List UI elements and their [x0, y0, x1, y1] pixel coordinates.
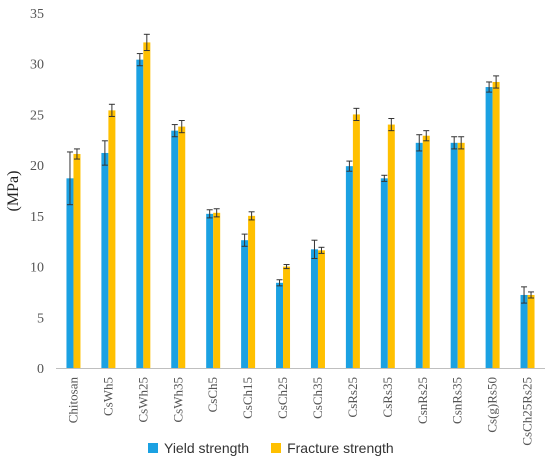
legend-swatch-fracture-strength	[271, 443, 282, 453]
bar-fracture-chitosan	[73, 153, 81, 368]
x-tick-label: Cs(g)Rs50	[485, 377, 500, 433]
bars	[66, 42, 535, 369]
y-tick-label: 20	[30, 159, 44, 174]
bar-fracture-cs-g-rs50	[492, 81, 500, 368]
bar-yield-csch5	[206, 213, 214, 368]
x-tick-label: CsWh25	[135, 377, 150, 423]
bar-yield-csnrs35	[450, 142, 458, 368]
y-tick-label: 15	[30, 210, 44, 225]
bar-yield-csch35	[310, 249, 318, 368]
y-tick-label: 0	[37, 362, 44, 377]
legend: Yield strength Fracture strength	[148, 438, 416, 458]
y-tick-label: 5	[37, 311, 44, 326]
bar-fracture-csch25	[283, 266, 291, 368]
legend-label-yield-strength: Yield strength	[164, 440, 250, 456]
x-tick-label: CsnRs25	[415, 377, 430, 424]
x-tick-label: CsWh35	[170, 377, 185, 423]
x-tick-label: CsCh35	[310, 377, 325, 419]
bar-fracture-csch35	[317, 250, 325, 368]
x-tick-label: CsRs35	[380, 377, 395, 417]
x-tick-label: CsCh5	[205, 377, 220, 412]
x-axis-category-labels: Chitosan CsWh5 CsWh25 CsWh35 CsCh5 CsCh15 CsCh…	[65, 377, 534, 446]
y-tick-label: 30	[30, 58, 44, 73]
legend-swatch-yield-strength	[148, 443, 158, 453]
y-axis-label: (MPa)	[5, 171, 22, 212]
legend-item-yield-strength: Yield strength	[148, 440, 249, 456]
y-tick-label: 10	[30, 261, 44, 276]
bar-fracture-csch15	[248, 215, 256, 368]
bar-yield-csnrs25	[415, 142, 423, 368]
bar-yield-csrs35	[380, 178, 388, 368]
x-tick-label: CsWh5	[100, 377, 115, 416]
bar-yield-csch25	[276, 282, 284, 368]
x-tick-label: CsCh25	[275, 377, 290, 419]
bar-fracture-csnrs35	[457, 142, 465, 368]
bar-fracture-csnrs25	[422, 135, 430, 368]
bar-fracture-csrs25	[352, 114, 360, 368]
x-tick-label: CsnRs35	[450, 377, 465, 424]
x-tick-label: CsRs25	[345, 377, 360, 417]
y-axis-ticks: 0 5 10 15 20 25 30 35	[30, 7, 44, 377]
bar-yield-cs-g-rs50	[485, 87, 493, 369]
bar-fracture-cswh5	[108, 110, 116, 368]
x-tick-label: CsCh25Rs25	[520, 377, 535, 446]
bar-fracture-cswh25	[143, 42, 151, 369]
bar-fracture-cswh35	[178, 126, 186, 368]
bar-fracture-csrs35	[387, 124, 395, 368]
bar-yield-csch25rs25	[520, 294, 528, 368]
x-tick-label: CsCh15	[240, 377, 255, 419]
bar-yield-cswh35	[171, 130, 179, 368]
legend-label-fracture-strength: Fracture strength	[287, 440, 394, 456]
bar-fracture-csch25rs25	[527, 294, 535, 368]
y-tick-label: 25	[30, 108, 44, 123]
bar-yield-cswh25	[136, 59, 144, 369]
error-bars	[66, 33, 535, 304]
x-tick-label: Chitosan	[65, 377, 80, 424]
y-axis-label-group: (MPa)	[5, 171, 22, 212]
bar-yield-csch15	[241, 240, 249, 368]
bar-yield-chitosan	[66, 178, 74, 368]
bar-yield-csrs25	[345, 166, 353, 368]
bar-yield-cswh5	[101, 152, 109, 368]
bar-fracture-csch5	[213, 212, 221, 368]
legend-item-fracture-strength: Fracture strength	[271, 440, 394, 456]
y-tick-label: 35	[30, 7, 44, 22]
